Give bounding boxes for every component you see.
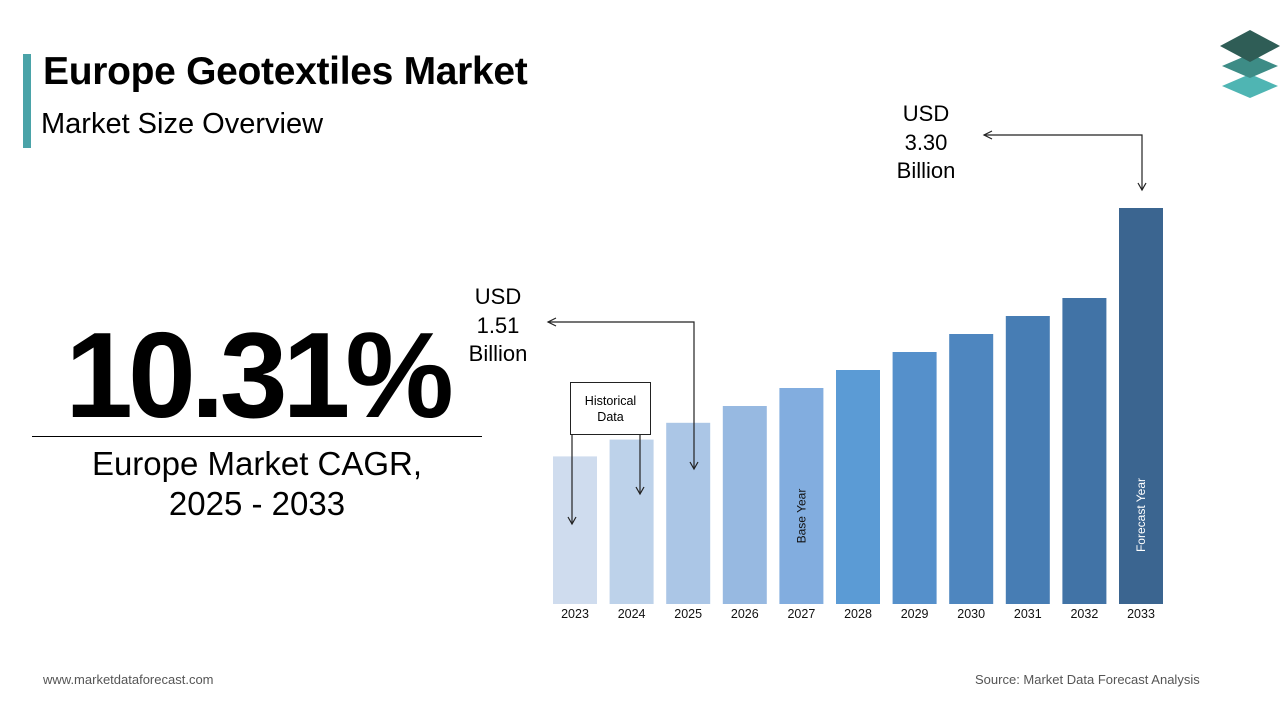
- x-tick-label-2029: 2029: [901, 607, 929, 621]
- bar-annotation-2027: Base Year: [794, 489, 808, 544]
- bar-2032: [1062, 298, 1107, 604]
- x-tick-label-2030: 2030: [957, 607, 985, 621]
- x-tick-label-2027: 2027: [787, 607, 815, 621]
- bar-2031: [1005, 316, 1050, 604]
- bar-2029: [892, 352, 937, 604]
- end-callout-value: 3.30: [904, 129, 948, 155]
- cagr-label: Europe Market CAGR, 2025 - 2033: [32, 444, 482, 524]
- cagr-value: 10.31%: [65, 307, 454, 443]
- start-callout-currency: USD: [474, 284, 522, 309]
- end-callout-arrowhead-left: [982, 130, 993, 140]
- bar-2027: [779, 388, 824, 604]
- cagr-label-line2: 2025 - 2033: [168, 485, 346, 522]
- layers-logo-icon: [1220, 30, 1280, 98]
- start-callout-arrowhead-left: [546, 317, 557, 327]
- start-callout-arrowhead-down: [689, 461, 699, 471]
- start-callout-connector: [548, 321, 695, 469]
- bar-annotation-2033: Forecast Year: [1134, 478, 1148, 552]
- end-callout-arrowhead-down: [1137, 182, 1147, 192]
- end-value-callout: USD 3.30 Billion: [880, 100, 972, 186]
- x-tick-label-2033: 2033: [1127, 607, 1155, 621]
- end-callout-currency: USD: [902, 101, 950, 126]
- x-tick-label-2023: 2023: [561, 607, 589, 621]
- title-accent-bar: [23, 54, 31, 148]
- bar-2033: [1119, 208, 1163, 604]
- bar-2025: [666, 422, 711, 604]
- historical-data-box: Historical Data: [570, 382, 651, 435]
- x-tick-label-2024: 2024: [618, 607, 646, 621]
- start-callout-value: 1.51: [476, 312, 520, 338]
- historical-box-line1: Historical: [584, 393, 637, 408]
- cagr-label-line1: Europe Market CAGR,: [91, 445, 423, 482]
- footer-source: Source: Market Data Forecast Analysis: [975, 672, 1200, 687]
- x-tick-label-2028: 2028: [844, 607, 872, 621]
- bar-2028: [836, 370, 880, 604]
- bar-2024: [609, 439, 654, 604]
- page-subtitle: Market Size Overview: [41, 108, 324, 140]
- bar-2026: [722, 406, 767, 604]
- x-tick-label-2025: 2025: [674, 607, 702, 621]
- start-value-callout: USD 1.51 Billion: [452, 283, 544, 369]
- bar-2030: [949, 334, 994, 604]
- end-callout-connector: [984, 134, 1143, 190]
- historical-box-line2: Data: [597, 409, 624, 424]
- bar-2023: [553, 456, 597, 604]
- cagr-divider: [32, 436, 482, 437]
- x-tick-label-2026: 2026: [731, 607, 759, 621]
- x-tick-label-2032: 2032: [1070, 607, 1098, 621]
- footer-website: www.marketdataforecast.com: [43, 672, 214, 687]
- x-tick-label-2031: 2031: [1014, 607, 1042, 621]
- start-callout-unit: Billion: [468, 341, 528, 366]
- end-callout-unit: Billion: [896, 158, 956, 183]
- page-title: Europe Geotextiles Market: [43, 50, 528, 93]
